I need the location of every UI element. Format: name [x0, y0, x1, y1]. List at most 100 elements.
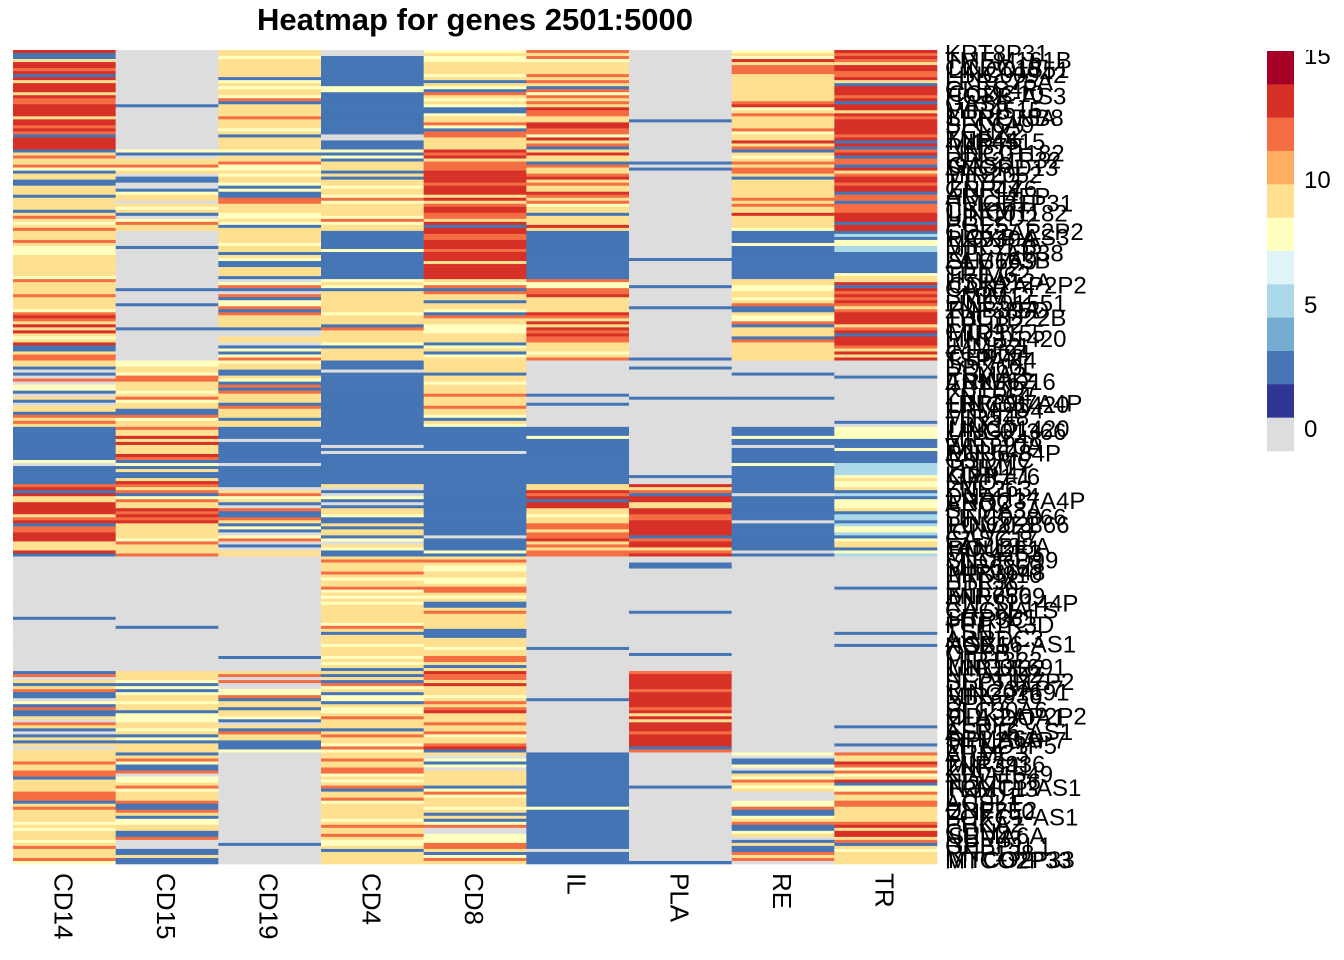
heatmap-cell — [834, 71, 938, 75]
heatmap-cell — [629, 435, 732, 440]
row-label: ZNF44 — [948, 177, 1021, 204]
heatmap-cell — [218, 164, 322, 168]
heatmap-cell — [13, 833, 116, 838]
heatmap-cell — [834, 441, 938, 446]
heatmap-cell — [423, 674, 527, 678]
heatmap-cell — [629, 782, 732, 786]
heatmap-cell — [115, 812, 219, 817]
heatmap-cell — [13, 734, 116, 738]
heatmap-cell — [321, 475, 424, 479]
heatmap-cell — [13, 248, 116, 253]
heatmap-cell — [731, 396, 835, 401]
heatmap-cell — [526, 860, 630, 865]
heatmap-cell — [321, 535, 424, 539]
heatmap-cell — [115, 56, 219, 60]
heatmap-cell — [115, 279, 219, 283]
heatmap-cell — [834, 312, 938, 316]
heatmap-cell — [115, 595, 219, 599]
heatmap-cell — [526, 372, 630, 376]
heatmap-cell — [423, 273, 527, 277]
heatmap-cell — [13, 481, 116, 485]
heatmap-cell — [629, 101, 732, 105]
heatmap-cell — [115, 381, 219, 385]
heatmap-cell — [13, 209, 116, 214]
heatmap-cell — [629, 857, 732, 862]
heatmap-cell — [423, 457, 527, 461]
heatmap-cell — [423, 357, 527, 361]
heatmap-cell — [526, 848, 630, 853]
heatmap-cell — [218, 836, 322, 841]
heatmap-cell — [423, 619, 527, 624]
heatmap-cell — [731, 62, 835, 66]
row-label: MIR4253 — [945, 540, 1042, 567]
heatmap-cell — [731, 743, 835, 747]
row-label: KRT8P31 — [945, 41, 1049, 68]
row-label: HOXB-AS3 — [945, 83, 1066, 110]
heatmap-cell — [218, 550, 322, 554]
heatmap-cell — [526, 749, 630, 753]
row-label: ANO2 — [945, 490, 1010, 517]
heatmap-cell — [629, 345, 732, 349]
heatmap-cell — [321, 288, 424, 292]
heatmap-cell — [526, 233, 630, 238]
heatmap-cell — [115, 420, 219, 425]
heatmap-cell — [13, 420, 116, 425]
heatmap-cell — [321, 453, 424, 458]
heatmap-cell — [13, 104, 116, 108]
heatmap-cell — [423, 598, 527, 603]
heatmap-cell — [218, 749, 322, 753]
heatmap-cell — [321, 402, 424, 407]
heatmap-cell — [115, 722, 219, 726]
heatmap-cell — [13, 689, 116, 693]
row-label: C1orf94 — [945, 341, 1030, 368]
heatmap-cell — [115, 463, 219, 467]
heatmap-cell — [321, 300, 424, 304]
heatmap-cell — [218, 556, 322, 560]
heatmap-cell — [115, 197, 219, 202]
heatmap-cell — [731, 481, 835, 485]
heatmap-cell — [731, 137, 835, 141]
heatmap-cell — [526, 622, 630, 627]
heatmap-cell — [731, 248, 835, 253]
heatmap-cell — [731, 571, 835, 575]
heatmap-cell — [218, 161, 322, 165]
heatmap-cell — [629, 363, 732, 367]
heatmap-cell — [834, 836, 938, 841]
heatmap-cell — [13, 737, 116, 741]
heatmap-cell — [218, 330, 322, 334]
heatmap-cell — [13, 59, 116, 63]
heatmap-cell — [13, 134, 116, 138]
heatmap-cell — [115, 384, 219, 388]
heatmap-cell — [629, 565, 732, 569]
row-label: TRIM62 — [948, 368, 1033, 395]
heatmap-cell — [115, 125, 219, 129]
row-label: MTND1P5 — [945, 733, 1057, 760]
heatmap-cell — [115, 556, 219, 560]
heatmap-cell — [526, 806, 630, 811]
heatmap-cell — [115, 411, 219, 416]
heatmap-cell — [526, 74, 630, 78]
heatmap-cell — [115, 450, 219, 455]
heatmap-cell — [218, 438, 322, 443]
heatmap-cell — [423, 203, 527, 208]
heatmap-cell — [731, 417, 835, 422]
heatmap-cell — [834, 152, 938, 156]
heatmap-cell — [629, 53, 732, 57]
heatmap-cell — [13, 215, 116, 220]
heatmap-cell — [731, 758, 835, 762]
heatmap-cell — [218, 381, 322, 385]
heatmap-cell — [526, 110, 630, 114]
heatmap-cell — [115, 140, 219, 144]
row-label: LINC01691 — [948, 679, 1069, 706]
heatmap-cell — [218, 755, 322, 759]
heatmap-cell — [629, 637, 732, 642]
heatmap-cell — [321, 797, 424, 801]
heatmap-cell — [526, 538, 630, 542]
heatmap-cell — [526, 604, 630, 609]
heatmap-cell — [526, 450, 630, 455]
row-label: UBE2D2 — [945, 205, 1038, 232]
heatmap-cell — [731, 318, 835, 322]
heatmap-cell — [218, 107, 322, 111]
heatmap-cell — [629, 571, 732, 575]
heatmap-cell — [731, 785, 835, 789]
